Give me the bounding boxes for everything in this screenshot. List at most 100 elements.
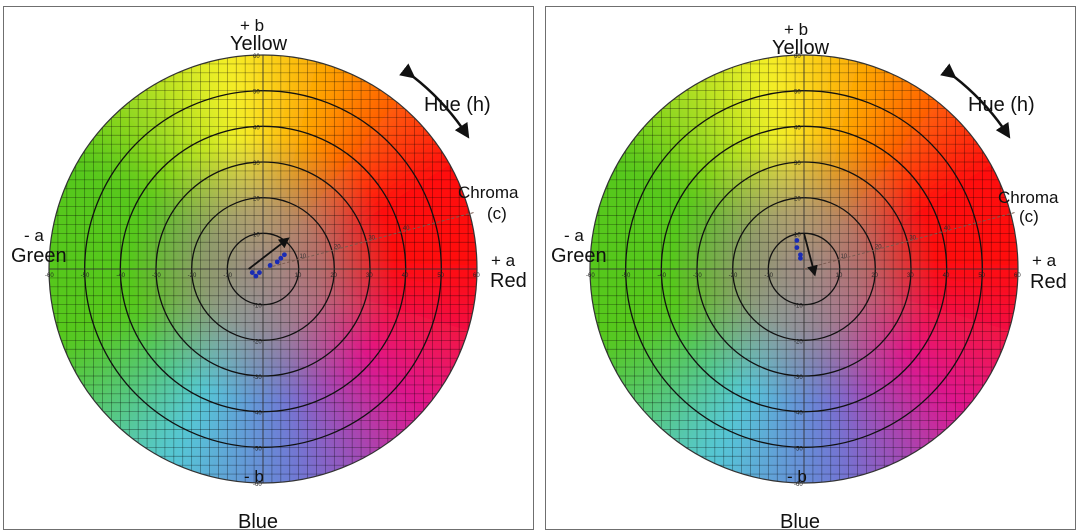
tick-label-b: 60 — [253, 54, 260, 60]
data-point — [282, 252, 287, 258]
color-wheel-left: -60 -60 -50 -50 -40 -40 -30 -30 -20 -20 -10 -10 10 10… — [45, 54, 480, 488]
tick-label-b: -20 — [794, 339, 803, 345]
neg-a-label: - a — [24, 226, 44, 245]
tick-label-b: 30 — [253, 161, 260, 167]
tick-label-b: -10 — [794, 304, 803, 310]
tick-label-a: 20 — [330, 273, 337, 279]
chroma-symbol: (c) — [1019, 207, 1039, 226]
tick-label-b: -60 — [794, 482, 803, 488]
cielab-chart-left: -60 -60 -50 -50 -40 -40 -30 -30 -20 -20 -10 -10 10 10… — [3, 6, 534, 530]
tick-label-b: -20 — [253, 339, 262, 345]
green-label: Green — [11, 245, 67, 267]
data-point — [267, 263, 273, 268]
tick-label-a: -30 — [152, 273, 161, 279]
data-point — [794, 245, 800, 251]
tick-label-b: 10 — [794, 232, 801, 238]
neg-b-label: - b — [787, 467, 807, 486]
tick-label-a: -50 — [622, 273, 631, 279]
data-point — [257, 270, 262, 275]
pos-b-label: + b — [784, 20, 809, 39]
data-point — [274, 259, 280, 265]
tick-label-a: -50 — [81, 273, 90, 279]
chroma-label: Chroma — [998, 188, 1059, 207]
tick-label-b: -50 — [794, 446, 803, 452]
chroma-tick: 40 — [403, 226, 410, 232]
tick-label-a: 40 — [943, 273, 950, 279]
hue-label: Hue (h) — [968, 94, 1035, 116]
tick-label-b: 40 — [253, 125, 260, 131]
hue-wheel — [590, 55, 1018, 483]
tick-label-a: -10 — [223, 273, 232, 279]
hue-label: Hue (h) — [424, 94, 491, 116]
tick-labels: -60 -60 -50 -50 -40 -40 -30 -30 -20 -20 -10 -10 10 10… — [45, 54, 480, 488]
pos-b-label: + b — [240, 16, 265, 35]
tick-labels: -60-60-50-50-40-40-30-30-20-20-10-101010… — [586, 54, 1021, 488]
tick-label-b: -40 — [253, 411, 262, 417]
tick-label-b: 50 — [794, 90, 801, 96]
data-point — [798, 255, 803, 261]
chroma-tick: 10 — [840, 254, 847, 260]
chroma-line — [803, 212, 1015, 270]
trend-arrow — [248, 237, 290, 270]
tick-label-a: 40 — [402, 273, 409, 279]
color-wheel-right: -60-60-50-50-40-40-30-30-20-20-10-101010… — [586, 54, 1021, 488]
blue-label: Blue — [238, 511, 279, 530]
tick-label-a: -10 — [764, 273, 773, 279]
blue-label: Blue — [780, 511, 821, 530]
chroma-tick: 30 — [368, 235, 375, 241]
tick-label-a: 10 — [836, 273, 843, 279]
tick-label-a: -30 — [693, 273, 702, 279]
tick-label-a: -60 — [586, 273, 595, 279]
tick-label-b: -30 — [794, 375, 803, 381]
red-label: Red — [490, 270, 527, 292]
data-point — [278, 255, 284, 261]
chroma-tick: 10 — [299, 254, 306, 260]
data-point — [798, 252, 803, 258]
chroma-symbol: (c) — [487, 204, 507, 223]
tick-label-a: 30 — [366, 273, 373, 279]
tick-label-b: -40 — [794, 411, 803, 417]
tick-label-a: -20 — [729, 273, 738, 279]
tick-label-b: -30 — [253, 375, 262, 381]
tick-label-a: 50 — [978, 273, 985, 279]
tick-label-a: 60 — [473, 273, 480, 279]
data-point — [253, 273, 259, 279]
chroma-line — [262, 212, 474, 270]
data-point — [249, 270, 255, 275]
hue-arrow — [940, 63, 1011, 139]
tick-label-a: 30 — [907, 273, 914, 279]
pos-a-label: + a — [1032, 251, 1057, 270]
pos-a-label: + a — [491, 251, 516, 270]
chroma-tick: 40 — [944, 226, 951, 232]
tick-label-a: 10 — [295, 273, 302, 279]
green-label: Green — [551, 245, 607, 267]
tick-label-a: 60 — [1014, 273, 1021, 279]
data-point — [794, 238, 800, 243]
chroma-tick: 20 — [334, 245, 341, 251]
chroma-line-ticks: 10 20 30 40 — [840, 226, 951, 260]
red-label: Red — [1030, 271, 1067, 293]
tick-label-b: -50 — [253, 446, 262, 452]
tick-label-b: -10 — [253, 304, 262, 310]
neg-b-label: - b — [244, 467, 264, 486]
tick-label-a: -40 — [657, 273, 666, 279]
chroma-label: Chroma — [458, 183, 519, 202]
chroma-tick: 30 — [909, 235, 916, 241]
tick-label-b: 30 — [794, 161, 801, 167]
cielab-chart-right: -60 -60 -50 -50 -40 -40 -30 -30 -20 -20 -10 -10 10 10… — [545, 6, 1076, 530]
yellow-label: Yellow — [230, 33, 288, 55]
chroma-tick: 20 — [875, 245, 882, 251]
hue-arrow — [399, 63, 470, 139]
tick-label-a: -40 — [116, 273, 125, 279]
neg-a-label: - a — [564, 226, 584, 245]
tick-label-b: 60 — [794, 54, 801, 60]
tick-label-b: 50 — [253, 90, 260, 96]
yellow-label: Yellow — [772, 37, 830, 59]
tick-label-a: -60 — [45, 273, 54, 279]
tick-label-b: -60 — [253, 482, 262, 488]
tick-label-a: 20 — [871, 273, 878, 279]
tick-label-b: 20 — [253, 197, 260, 203]
tick-label-a: 50 — [437, 273, 444, 279]
trend-arrow — [803, 233, 818, 277]
tick-label-a: -20 — [188, 273, 197, 279]
